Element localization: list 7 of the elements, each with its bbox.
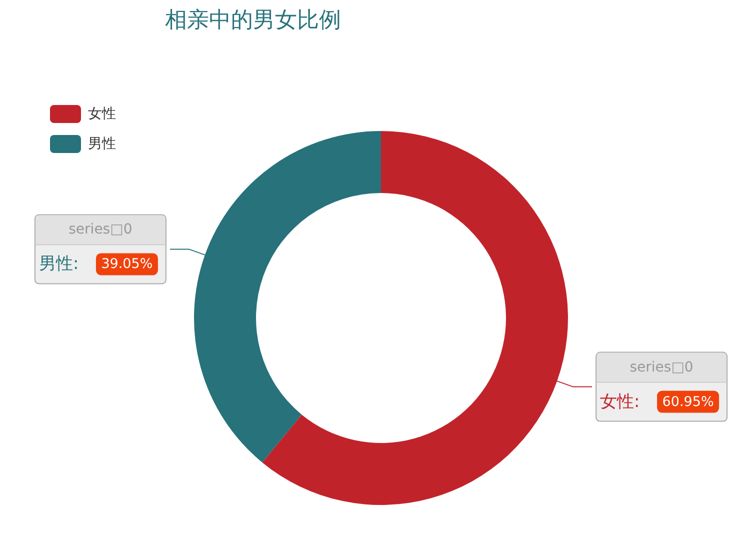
slice-label: series□0 <box>630 359 694 376</box>
text: 男性: 39.05% <box>38 254 153 274</box>
legend-label: 男性 <box>88 135 116 153</box>
text: 女性: 60.95% <box>600 392 714 412</box>
legend-label: 女性 <box>88 105 116 123</box>
chart-title: 相亲中的男女比例 <box>164 7 342 35</box>
text: series□0 <box>68 222 132 238</box>
